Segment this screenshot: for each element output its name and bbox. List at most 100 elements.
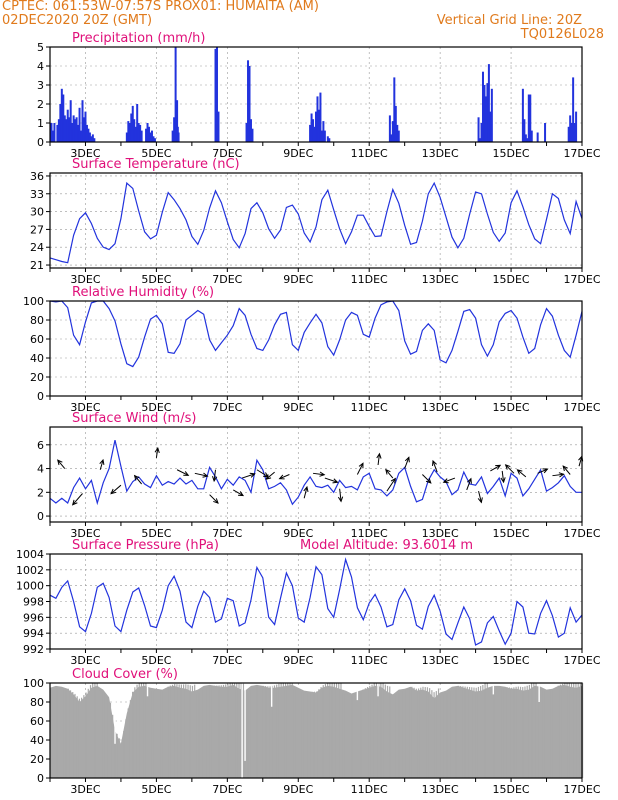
cloud-column bbox=[531, 683, 533, 778]
precip-bar bbox=[536, 132, 539, 142]
cloud-xtick-label: 15DEC bbox=[493, 783, 530, 796]
temp-ytick-label: 30 bbox=[30, 206, 44, 219]
cloud-column bbox=[504, 687, 506, 778]
cloud-column bbox=[83, 695, 85, 778]
cloud-column bbox=[156, 690, 158, 778]
wind-ytick-label: 0 bbox=[37, 510, 44, 523]
cloud-column bbox=[398, 692, 400, 778]
cloud-column bbox=[174, 683, 176, 778]
cloud-ytick-label: 100 bbox=[23, 677, 44, 690]
precip-bar bbox=[320, 130, 323, 142]
pressure-xtick-label: 9DEC bbox=[283, 654, 313, 667]
precip-bar bbox=[66, 109, 69, 142]
precip-bar bbox=[81, 100, 84, 142]
wind-frame bbox=[49, 426, 583, 523]
cloud-column bbox=[120, 742, 123, 778]
cloud-column bbox=[304, 692, 307, 778]
cloud-column bbox=[497, 687, 499, 778]
cloud-column bbox=[109, 702, 112, 778]
wind-xtick-label: 15DEC bbox=[493, 527, 530, 540]
cloud-column bbox=[373, 683, 375, 778]
cloud-column bbox=[198, 692, 200, 778]
header-grid-line: Vertical Grid Line: 20Z bbox=[436, 13, 582, 28]
cloud-column bbox=[138, 683, 140, 778]
precip-bar bbox=[487, 64, 490, 142]
cloud-dip bbox=[356, 683, 359, 701]
cloud-column bbox=[544, 690, 546, 778]
cloud-column bbox=[154, 690, 156, 778]
cloud-column bbox=[284, 683, 287, 778]
cloud-column bbox=[344, 693, 347, 778]
rh-panel: Relative Humidity (%) 0 20 40 60 80 100 3DEC 5DE… bbox=[23, 285, 601, 414]
cloud-column bbox=[575, 683, 577, 778]
cloud-column bbox=[302, 691, 304, 778]
wind-arrow bbox=[155, 448, 159, 458]
cloud-column bbox=[429, 688, 431, 778]
precip-xtick-label: 11DEC bbox=[351, 147, 388, 160]
cloud-column bbox=[524, 686, 526, 778]
cloud-column bbox=[570, 683, 573, 778]
precip-bar bbox=[526, 138, 529, 142]
cloud-column bbox=[433, 692, 435, 778]
cloud-column bbox=[282, 683, 284, 778]
cloud-column bbox=[107, 697, 109, 778]
pressure-ytick-label: 1004 bbox=[16, 548, 44, 561]
wind-arrow bbox=[404, 457, 410, 469]
temp-title: Surface Temperature (nC) bbox=[72, 157, 240, 172]
precip-ytick-label: 3 bbox=[37, 79, 44, 92]
precip-bar bbox=[72, 115, 75, 142]
wind-arrow-head bbox=[562, 465, 568, 472]
wind-arrow bbox=[176, 469, 189, 476]
cloud-column bbox=[548, 690, 550, 778]
cloud-column bbox=[171, 684, 174, 778]
wind-arrow bbox=[386, 478, 396, 492]
precip-bar bbox=[77, 124, 80, 142]
precip-bar bbox=[489, 111, 492, 142]
precip-frame bbox=[49, 46, 583, 143]
cloud-dip bbox=[538, 683, 540, 702]
wind-arrow bbox=[356, 463, 364, 475]
wind-arrow bbox=[312, 472, 325, 476]
cloud-column bbox=[468, 687, 471, 778]
precip-bar bbox=[480, 123, 483, 142]
cloud-column bbox=[422, 686, 424, 778]
wind-ytick-label: 4 bbox=[37, 463, 44, 476]
wind-arrow-head bbox=[432, 459, 437, 466]
cloud-column bbox=[562, 683, 564, 778]
rh-xtick-label: 17DEC bbox=[563, 401, 600, 414]
cloud-column bbox=[353, 694, 355, 778]
precip-bar bbox=[521, 88, 524, 142]
precip-bar bbox=[249, 119, 252, 142]
cloud-column bbox=[167, 686, 169, 778]
cloud-column bbox=[291, 683, 293, 778]
precip-bar bbox=[328, 138, 331, 142]
cloud-column bbox=[143, 683, 145, 778]
pressure-subtitle: Model Altitude: 93.6014 m bbox=[300, 538, 473, 553]
cloud-column bbox=[508, 687, 511, 778]
wind-arrow bbox=[57, 459, 66, 469]
wind-arrow-head bbox=[337, 496, 344, 503]
cloud-column bbox=[54, 689, 56, 778]
temp-xtick-label: 5DEC bbox=[141, 273, 171, 286]
cloud-column bbox=[74, 693, 76, 778]
rh-xtick-label: 7DEC bbox=[212, 401, 242, 414]
temp-ytick-label: 21 bbox=[30, 259, 44, 272]
wind-arrow bbox=[324, 477, 338, 483]
wind-arrow-head bbox=[332, 478, 339, 484]
cloud-column bbox=[209, 685, 211, 778]
cloud-column bbox=[539, 690, 542, 778]
cloud-column bbox=[147, 690, 149, 778]
wind-arrow bbox=[194, 472, 208, 477]
wind-arrow-head bbox=[466, 477, 472, 484]
wind-xtick-label: 9DEC bbox=[283, 527, 313, 540]
cloud-column bbox=[238, 683, 240, 778]
precip-bar bbox=[65, 119, 68, 142]
wind-arrow-head bbox=[238, 491, 245, 497]
pressure-ytick-label: 998 bbox=[23, 596, 44, 609]
cloud-dip bbox=[270, 683, 273, 707]
rh-xtick-label: 3DEC bbox=[70, 401, 100, 414]
cloud-xtick-label: 9DEC bbox=[283, 783, 313, 796]
wind-arrow-head bbox=[516, 469, 523, 475]
cloud-column bbox=[218, 685, 220, 778]
wind-arrow bbox=[99, 459, 104, 470]
